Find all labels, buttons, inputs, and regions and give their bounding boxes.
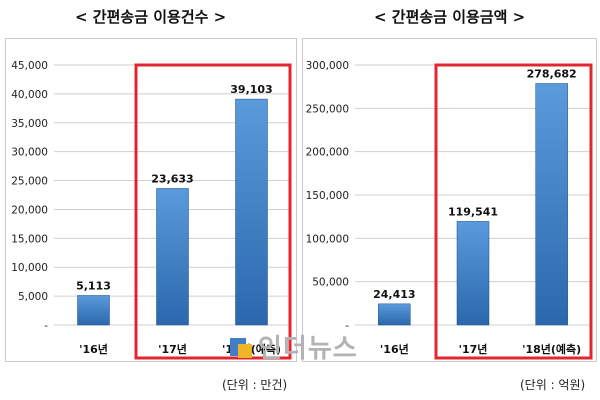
bar (156, 188, 189, 326)
y-tick-label: 100,000 (306, 233, 349, 245)
bar (378, 303, 411, 326)
data-label: 5,113 (76, 279, 111, 292)
x-tick-label: '17년 (158, 342, 187, 356)
chart-title-amount: < 간편송금 이용금액 > (374, 8, 526, 26)
y-tick-label: 300,000 (306, 60, 349, 72)
y-tick-label: 150,000 (306, 190, 349, 202)
watermark-logo-icon (230, 334, 256, 360)
y-tick-label: 5,000 (18, 291, 48, 303)
y-tick-label: 35,000 (11, 118, 48, 130)
data-label: 23,633 (151, 172, 193, 185)
data-label: 39,103 (230, 83, 272, 96)
y-tick-label: 15,000 (11, 233, 48, 245)
x-tick-label: '16년 (380, 342, 409, 356)
unit-label-amount: (단위 : 억원) (520, 378, 586, 392)
data-label: 24,413 (373, 288, 415, 301)
unit-label-count: (단위 : 만건) (222, 378, 288, 392)
y-tick-label: - (44, 320, 48, 332)
y-tick-label: - (345, 320, 349, 332)
highlight-box (134, 63, 292, 360)
x-tick-label: '18년(예측) (522, 342, 581, 356)
y-tick-label: 50,000 (312, 277, 349, 289)
y-tick-label: 250,000 (306, 103, 349, 115)
y-tick-label: 45,000 (11, 60, 48, 72)
bar (77, 295, 110, 326)
x-tick-label: '17년 (459, 342, 488, 356)
y-tick-label: 30,000 (11, 147, 48, 159)
bar-chart-count: - 5,000 10,000 15,000 20,000 25,000 30,000 35,0… (11, 60, 292, 360)
y-tick-label: 25,000 (11, 176, 48, 188)
y-tick-label: 200,000 (306, 147, 349, 159)
watermark: 인더뉴스 (230, 328, 358, 365)
chart-panel-amount: - 50,000 100,000 150,000 200,000 250,000 300,0… (302, 38, 597, 362)
data-label: 119,541 (448, 205, 498, 218)
chart-panel-count: - 5,000 10,000 15,000 20,000 25,000 30,000 35,0… (5, 38, 297, 362)
bar (235, 98, 268, 326)
bar (456, 221, 490, 326)
bar-chart-amount: - 50,000 100,000 150,000 200,000 250,000 300,0… (306, 60, 593, 360)
chart-title-count: < 간편송금 이용건수 > (75, 8, 227, 26)
bar (535, 83, 568, 326)
x-tick-label: '16년 (79, 342, 108, 356)
data-label: 278,682 (527, 67, 577, 80)
y-tick-label: 20,000 (11, 204, 48, 216)
watermark-text: 인더뉴스 (258, 334, 358, 364)
y-tick-label: 10,000 (11, 262, 48, 274)
highlight-box (434, 63, 593, 360)
y-tick-label: 40,000 (11, 89, 48, 101)
